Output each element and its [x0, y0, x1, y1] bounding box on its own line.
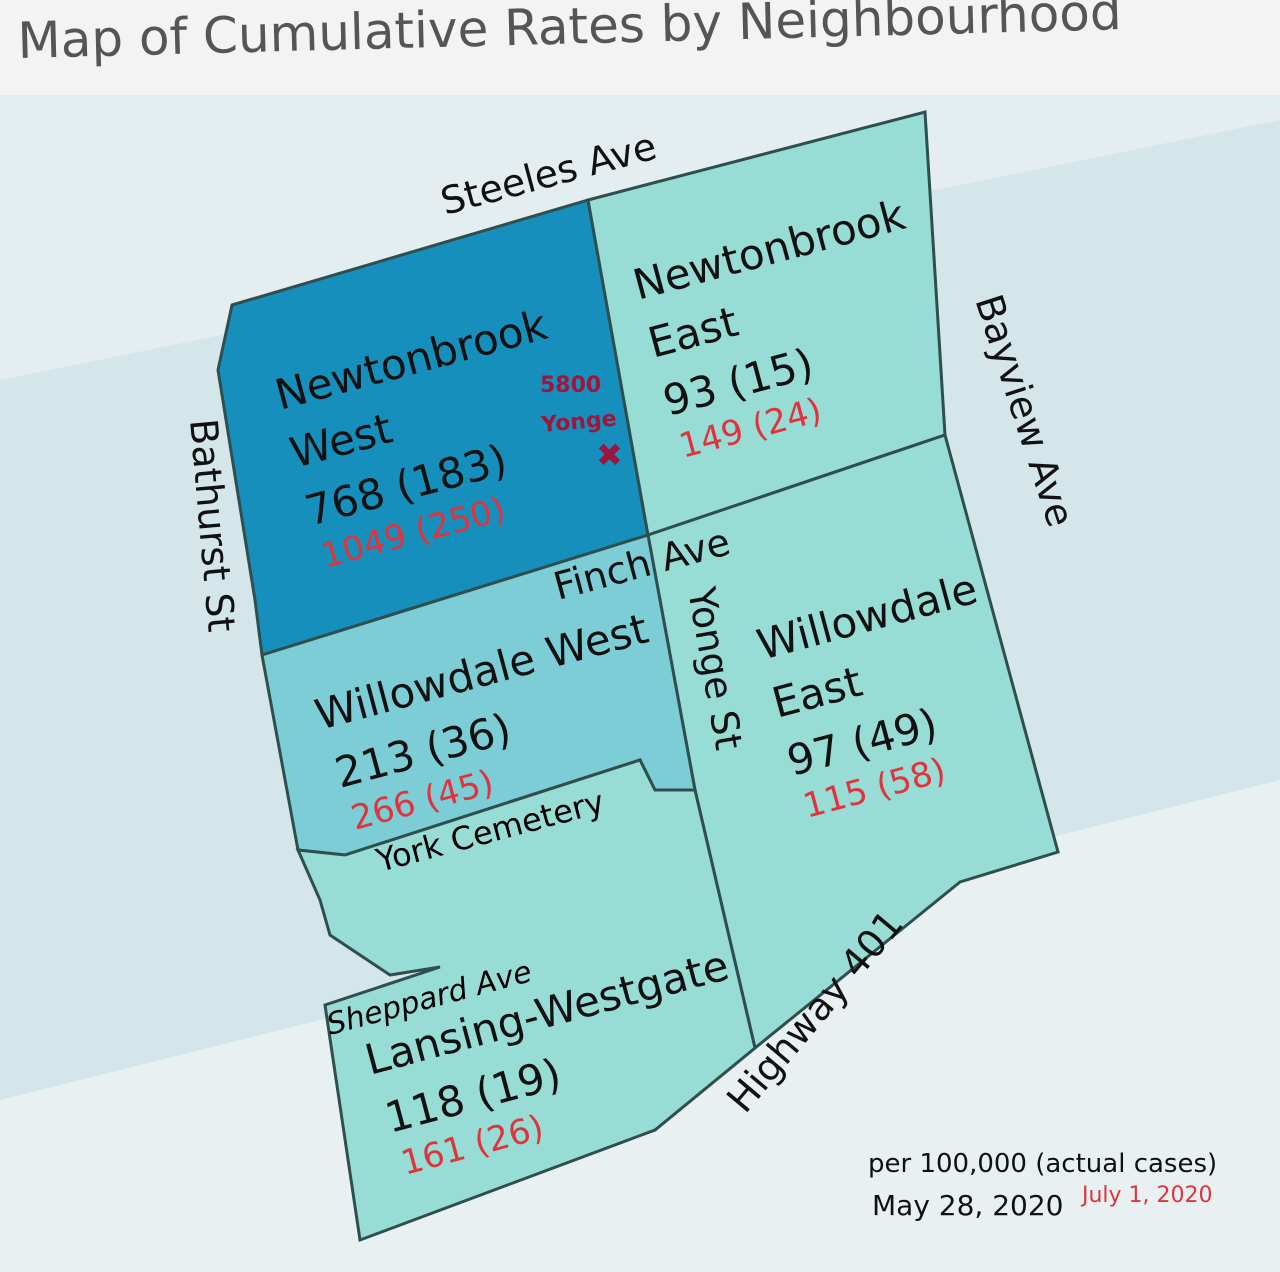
neighbourhood — [295, 758, 757, 1243]
legend-date: May 28, 2020 — [872, 1189, 1063, 1222]
legend-units: per 100,000 (actual cases) — [868, 1149, 1217, 1179]
legend-date: July 1, 2020 — [1080, 1183, 1213, 1208]
marker-label: 5800 — [540, 373, 601, 398]
marker-icon: ✖ — [596, 436, 623, 474]
